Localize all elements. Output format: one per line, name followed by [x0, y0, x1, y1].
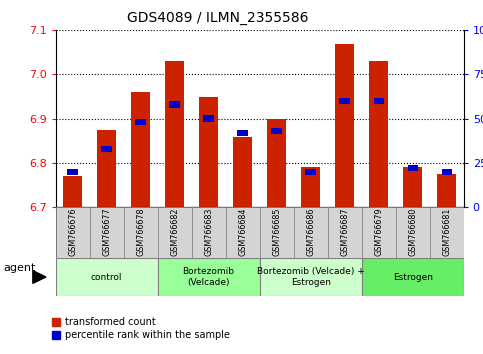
Bar — [101, 145, 112, 152]
Text: GSM766685: GSM766685 — [272, 207, 281, 256]
Bar — [403, 167, 422, 207]
Bar — [97, 130, 116, 207]
Bar — [441, 169, 452, 175]
Bar — [203, 115, 214, 122]
Text: GSM766677: GSM766677 — [102, 207, 111, 256]
Bar — [271, 128, 282, 134]
Text: agent: agent — [4, 263, 36, 273]
Bar — [199, 97, 218, 207]
Bar — [192, 207, 226, 258]
Bar — [327, 207, 362, 258]
Bar — [135, 119, 146, 125]
Bar — [226, 207, 260, 258]
Bar — [369, 61, 388, 207]
Bar — [408, 165, 418, 171]
Polygon shape — [33, 271, 46, 283]
Bar — [157, 258, 260, 296]
Text: Bortezomib
(Velcade): Bortezomib (Velcade) — [183, 267, 235, 287]
Bar — [170, 101, 180, 108]
Bar — [437, 174, 456, 207]
Text: GSM766679: GSM766679 — [374, 207, 383, 256]
Bar — [340, 98, 350, 104]
Bar — [238, 130, 248, 136]
Text: GSM766684: GSM766684 — [238, 207, 247, 256]
Text: Bortezomib (Velcade) +
Estrogen: Bortezomib (Velcade) + Estrogen — [257, 267, 365, 287]
Bar — [63, 176, 82, 207]
Bar — [56, 207, 89, 258]
Legend: transformed count, percentile rank within the sample: transformed count, percentile rank withi… — [51, 316, 231, 341]
Bar — [301, 167, 320, 207]
Bar — [165, 61, 184, 207]
Text: GSM766683: GSM766683 — [204, 207, 213, 256]
Text: GSM766686: GSM766686 — [306, 207, 315, 256]
Bar — [68, 169, 78, 175]
Bar — [131, 92, 150, 207]
Bar — [396, 207, 430, 258]
Text: GSM766676: GSM766676 — [68, 207, 77, 256]
Text: GSM766680: GSM766680 — [408, 207, 417, 256]
Bar — [260, 258, 362, 296]
Bar — [305, 169, 316, 175]
Bar — [335, 44, 354, 207]
Text: GSM766681: GSM766681 — [442, 207, 451, 256]
Text: GSM766682: GSM766682 — [170, 207, 179, 256]
Bar — [56, 258, 157, 296]
Text: Estrogen: Estrogen — [393, 273, 433, 281]
Text: GSM766687: GSM766687 — [340, 207, 349, 256]
Bar — [294, 207, 327, 258]
Bar — [267, 120, 286, 207]
Text: control: control — [91, 273, 122, 281]
Bar — [430, 207, 464, 258]
Bar — [362, 258, 464, 296]
Bar — [362, 207, 396, 258]
Bar — [233, 137, 252, 207]
Text: GDS4089 / ILMN_2355586: GDS4089 / ILMN_2355586 — [127, 11, 308, 25]
Bar — [124, 207, 157, 258]
Bar — [157, 207, 192, 258]
Bar — [373, 98, 384, 104]
Text: GSM766678: GSM766678 — [136, 207, 145, 256]
Bar — [89, 207, 124, 258]
Bar — [260, 207, 294, 258]
